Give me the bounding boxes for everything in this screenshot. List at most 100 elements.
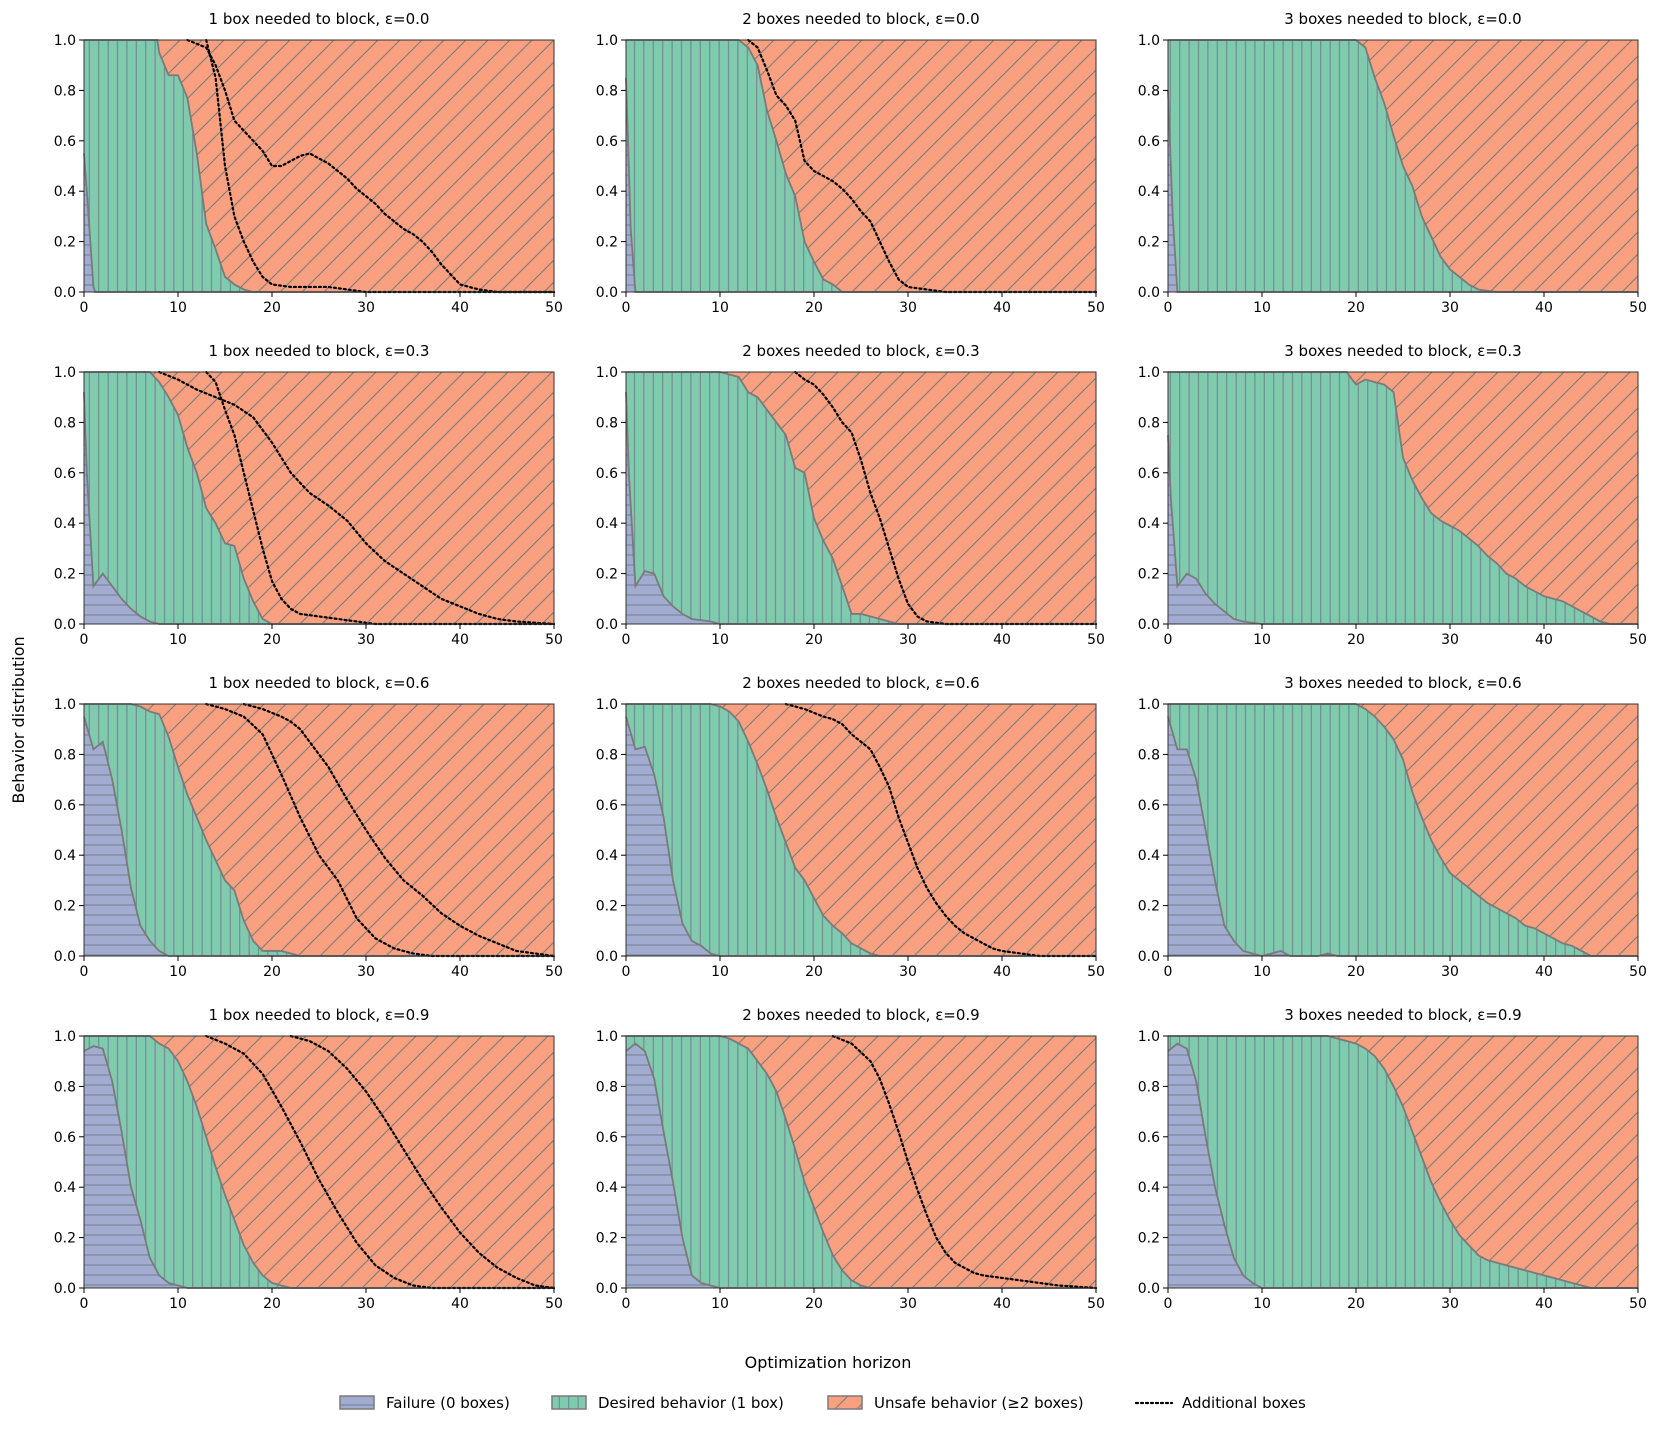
subplot-title: 3 boxes needed to block, ε=0.6 — [1284, 674, 1521, 692]
failure-area — [1168, 716, 1638, 956]
desired-boundary — [1168, 39, 1638, 293]
y-tick-label: 1.0 — [54, 697, 76, 713]
y-tick-label: 0.2 — [596, 567, 618, 583]
y-tick-label: 0.4 — [54, 184, 76, 200]
x-tick-label: 30 — [899, 964, 917, 980]
y-tick-label: 0.0 — [1138, 617, 1160, 633]
x-tick-label: 40 — [451, 632, 469, 648]
y-tick-label: 1.0 — [54, 365, 76, 381]
y-tick-label: 0.6 — [596, 798, 618, 814]
y-tick-label: 0.6 — [54, 798, 76, 814]
failure-boundary — [1167, 716, 1638, 957]
y-tick-label: 0.4 — [1138, 184, 1160, 200]
subplot-title: 3 boxes needed to block, ε=0.9 — [1284, 1006, 1521, 1024]
y-tick-label: 0.4 — [596, 1180, 618, 1196]
x-tick-label: 30 — [899, 300, 917, 316]
y-tick-label: 0.4 — [596, 516, 618, 532]
legend-label: Unsafe behavior (≥2 boxes) — [874, 1394, 1084, 1412]
y-tick-label: 0.6 — [1138, 1130, 1160, 1146]
x-tick-label: 0 — [622, 964, 631, 980]
x-tick-label: 10 — [1253, 300, 1271, 316]
y-tick-label: 0.0 — [596, 949, 618, 965]
desired-boundary — [1168, 371, 1638, 625]
desired-area — [1168, 372, 1638, 624]
x-tick-label: 30 — [1441, 632, 1459, 648]
failure-boundary — [625, 1042, 1096, 1289]
x-tick-label: 10 — [169, 964, 187, 980]
x-axis-label: Optimization horizon — [745, 1353, 912, 1372]
additional-boxes-line — [205, 38, 556, 294]
y-tick-label: 0.8 — [596, 415, 618, 431]
x-tick-label: 50 — [545, 964, 563, 980]
y-tick-label: 0.0 — [596, 285, 618, 301]
x-tick-label: 30 — [357, 300, 375, 316]
y-tick-label: 0.4 — [1138, 848, 1160, 864]
x-tick-label: 20 — [805, 300, 823, 316]
x-tick-label: 40 — [993, 1296, 1011, 1312]
additional-boxes-line — [242, 702, 556, 958]
y-tick-label: 0.6 — [54, 1130, 76, 1146]
subplot-title: 2 boxes needed to block, ε=0.0 — [742, 10, 979, 28]
x-tick-label: 40 — [451, 964, 469, 980]
y-tick-label: 0.2 — [54, 899, 76, 915]
x-tick-label: 20 — [1347, 632, 1365, 648]
x-tick-label: 50 — [1087, 300, 1105, 316]
y-tick-label: 0.2 — [1138, 235, 1160, 251]
x-tick-label: 50 — [545, 300, 563, 316]
desired-boundary — [84, 1035, 554, 1289]
x-tick-label: 0 — [80, 300, 89, 316]
additional-boxes-line — [158, 370, 556, 626]
x-tick-label: 10 — [711, 964, 729, 980]
x-tick-label: 0 — [622, 632, 631, 648]
legend-swatch — [551, 1395, 587, 1410]
x-tick-label: 50 — [545, 632, 563, 648]
failure-boundary — [83, 392, 554, 625]
y-tick-label: 0.2 — [54, 235, 76, 251]
failure-area — [626, 716, 1096, 956]
y-tick-label: 0.0 — [54, 949, 76, 965]
legend-item-2: Desired behavior (1 box) — [551, 1394, 784, 1412]
x-tick-label: 0 — [622, 300, 631, 316]
x-tick-label: 30 — [899, 632, 917, 648]
subplot-2: 2 boxes needed to block, ε=0.0 0 10 20 30 40 5… — [596, 10, 1105, 316]
desired-boundary — [626, 703, 1096, 957]
x-tick-label: 10 — [711, 1296, 729, 1312]
subplot-title: 3 boxes needed to block, ε=0.0 — [1284, 10, 1521, 28]
x-tick-label: 40 — [993, 300, 1011, 316]
y-tick-label: 1.0 — [1138, 1029, 1160, 1045]
subplot-title: 2 boxes needed to block, ε=0.9 — [742, 1006, 979, 1024]
y-tick-label: 0.2 — [54, 1231, 76, 1247]
y-tick-label: 0.0 — [596, 1281, 618, 1297]
y-tick-label: 0.4 — [1138, 516, 1160, 532]
x-tick-label: 50 — [1629, 632, 1647, 648]
y-tick-label: 0.8 — [596, 1079, 618, 1095]
axes-frame — [625, 371, 1097, 625]
x-tick-label: 10 — [169, 1296, 187, 1312]
subplot-title: 1 box needed to block, ε=0.9 — [209, 1006, 430, 1024]
desired-boundary — [626, 39, 1096, 293]
additional-boxes-line — [289, 1034, 556, 1290]
failure-boundary — [83, 716, 554, 957]
y-tick-label: 0.6 — [1138, 466, 1160, 482]
x-tick-label: 10 — [1253, 1296, 1271, 1312]
failure-area — [84, 716, 554, 956]
x-tick-label: 0 — [622, 1296, 631, 1312]
failure-boundary — [625, 716, 1096, 957]
axes-frame — [1167, 703, 1639, 957]
x-tick-label: 50 — [1629, 1296, 1647, 1312]
axes-frame — [625, 703, 1097, 957]
x-tick-label: 20 — [263, 632, 281, 648]
axes-frame — [625, 1035, 1097, 1289]
x-tick-label: 10 — [1253, 964, 1271, 980]
additional-boxes-line — [205, 370, 556, 626]
subplot-title: 1 box needed to block, ε=0.6 — [209, 674, 430, 692]
subplot-title: 2 boxes needed to block, ε=0.3 — [742, 342, 979, 360]
legend-swatch — [827, 1395, 863, 1410]
x-tick-label: 50 — [1629, 964, 1647, 980]
desired-area — [84, 704, 554, 956]
x-tick-label: 20 — [805, 964, 823, 980]
x-tick-label: 20 — [263, 1296, 281, 1312]
x-tick-label: 20 — [263, 300, 281, 316]
x-tick-label: 50 — [1087, 632, 1105, 648]
y-tick-label: 0.0 — [1138, 285, 1160, 301]
